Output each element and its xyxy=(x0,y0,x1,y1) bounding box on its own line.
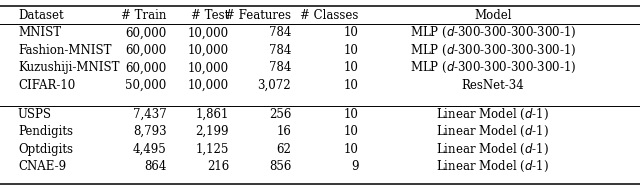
Text: Linear Model ($d$-1): Linear Model ($d$-1) xyxy=(436,124,549,139)
Text: Linear Model ($d$-1): Linear Model ($d$-1) xyxy=(436,159,549,174)
Text: 50,000: 50,000 xyxy=(125,79,166,92)
Text: 60,000: 60,000 xyxy=(125,61,166,74)
Text: # Classes: # Classes xyxy=(300,9,358,22)
Text: # Test: # Test xyxy=(191,9,229,22)
Text: 10: 10 xyxy=(344,61,358,74)
Text: 3,072: 3,072 xyxy=(257,79,291,92)
Text: 10,000: 10,000 xyxy=(188,44,229,57)
Text: 256: 256 xyxy=(269,108,291,121)
Text: 62: 62 xyxy=(276,143,291,156)
Text: 4,495: 4,495 xyxy=(132,143,166,156)
Text: Optdigits: Optdigits xyxy=(18,143,73,156)
Text: Model: Model xyxy=(474,9,511,22)
Text: ResNet-34: ResNet-34 xyxy=(461,79,524,92)
Text: 8,793: 8,793 xyxy=(132,125,166,138)
Text: Pendigits: Pendigits xyxy=(18,125,73,138)
Text: 10,000: 10,000 xyxy=(188,26,229,39)
Text: Fashion-MNIST: Fashion-MNIST xyxy=(18,44,111,57)
Text: Kuzushiji-MNIST: Kuzushiji-MNIST xyxy=(18,61,120,74)
Text: 10: 10 xyxy=(344,44,358,57)
Text: CNAE-9: CNAE-9 xyxy=(18,160,66,173)
Text: 10: 10 xyxy=(344,26,358,39)
Text: 784: 784 xyxy=(269,44,291,57)
Text: 864: 864 xyxy=(144,160,166,173)
Text: MLP ($d$-300-300-300-300-1): MLP ($d$-300-300-300-300-1) xyxy=(410,43,576,58)
Text: 1,861: 1,861 xyxy=(196,108,229,121)
Text: USPS: USPS xyxy=(18,108,52,121)
Text: MLP ($d$-300-300-300-300-1): MLP ($d$-300-300-300-300-1) xyxy=(410,25,576,40)
Text: Dataset: Dataset xyxy=(18,9,63,22)
Text: 10: 10 xyxy=(344,108,358,121)
Text: 7,437: 7,437 xyxy=(132,108,166,121)
Text: MNIST: MNIST xyxy=(18,26,61,39)
Text: 10,000: 10,000 xyxy=(188,79,229,92)
Text: 10: 10 xyxy=(344,125,358,138)
Text: 60,000: 60,000 xyxy=(125,26,166,39)
Text: # Features: # Features xyxy=(225,9,291,22)
Text: 216: 216 xyxy=(207,160,229,173)
Text: 16: 16 xyxy=(276,125,291,138)
Text: 856: 856 xyxy=(269,160,291,173)
Text: 10,000: 10,000 xyxy=(188,61,229,74)
Text: 1,125: 1,125 xyxy=(196,143,229,156)
Text: 2,199: 2,199 xyxy=(196,125,229,138)
Text: 10: 10 xyxy=(344,79,358,92)
Text: MLP ($d$-300-300-300-300-1): MLP ($d$-300-300-300-300-1) xyxy=(410,60,576,75)
Text: 9: 9 xyxy=(351,160,358,173)
Text: Linear Model ($d$-1): Linear Model ($d$-1) xyxy=(436,107,549,122)
Text: Linear Model ($d$-1): Linear Model ($d$-1) xyxy=(436,142,549,157)
Text: 10: 10 xyxy=(344,143,358,156)
Text: 784: 784 xyxy=(269,26,291,39)
Text: 60,000: 60,000 xyxy=(125,44,166,57)
Text: # Train: # Train xyxy=(121,9,166,22)
Text: CIFAR-10: CIFAR-10 xyxy=(18,79,75,92)
Text: 784: 784 xyxy=(269,61,291,74)
